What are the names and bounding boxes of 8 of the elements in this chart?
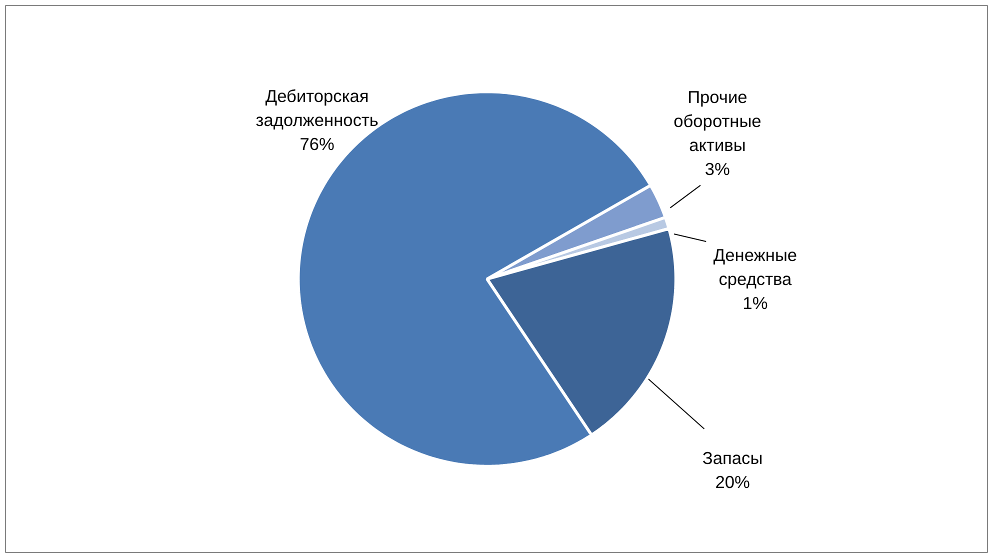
data-label: 76% [300,134,334,154]
slice-label: Запасы [702,448,763,468]
data-label: 20% [715,472,750,492]
data-label: 3% [704,158,730,179]
data-label: 1% [742,293,768,313]
slice-label: Прочие оборотные активы [674,86,762,155]
slice-label: Денежные средства [713,245,798,289]
slice-label: Дебиторская задолженность [256,86,378,130]
